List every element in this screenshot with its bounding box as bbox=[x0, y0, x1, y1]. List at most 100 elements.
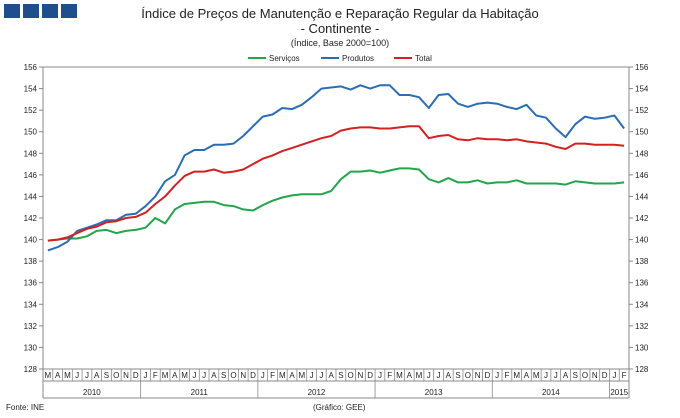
x-tick-label: N bbox=[592, 371, 598, 380]
x-tick-label: A bbox=[524, 371, 530, 380]
x-tick-label: O bbox=[582, 371, 588, 380]
x-tick-label: D bbox=[133, 371, 139, 380]
chart-subtitle: - Continente - bbox=[300, 21, 380, 36]
x-tick-label: J bbox=[202, 371, 206, 380]
legend-label-produtos: Produtos bbox=[342, 54, 374, 63]
y-tick-label-right: 138 bbox=[635, 257, 649, 266]
series-line-total bbox=[47, 125, 625, 242]
x-tick-label: J bbox=[437, 371, 441, 380]
x-tick-label: M bbox=[396, 371, 403, 380]
x-tick-label: J bbox=[554, 371, 558, 380]
x-tick-label: M bbox=[298, 371, 305, 380]
x-tick-label: N bbox=[475, 371, 481, 380]
y-tick-label-right: 148 bbox=[635, 149, 649, 158]
x-tick-label: J bbox=[85, 371, 89, 380]
y-tick-label-left: 140 bbox=[24, 236, 38, 245]
x-tick-label: J bbox=[319, 371, 323, 380]
x-tick-label: A bbox=[211, 371, 217, 380]
y-tick-label-left: 136 bbox=[24, 279, 38, 288]
x-tick-label: D bbox=[250, 371, 256, 380]
x-tick-label: O bbox=[348, 371, 354, 380]
x-tick-label: M bbox=[181, 371, 188, 380]
y-tick-label-right: 154 bbox=[635, 85, 649, 94]
credit-label: (Gráfico: GEE) bbox=[313, 403, 366, 412]
x-tick-label: A bbox=[94, 371, 100, 380]
y-tick-label-left: 138 bbox=[24, 257, 38, 266]
logo-block bbox=[4, 4, 20, 18]
series-line-produtos bbox=[47, 84, 625, 252]
year-label: 2015 bbox=[610, 388, 628, 397]
x-tick-label: F bbox=[387, 371, 392, 380]
y-tick-label-right: 136 bbox=[635, 279, 649, 288]
x-tick-label: J bbox=[495, 371, 499, 380]
logo-block bbox=[23, 4, 39, 18]
x-tick-label: A bbox=[563, 371, 569, 380]
legend-label-servicos: Serviços bbox=[269, 54, 300, 63]
year-label: 2012 bbox=[308, 388, 326, 397]
y-tick-label-right: 150 bbox=[635, 128, 649, 137]
x-tick-label: O bbox=[230, 371, 236, 380]
year-label: 2013 bbox=[425, 388, 443, 397]
y-tick-label-left: 148 bbox=[24, 149, 38, 158]
y-tick-label-right: 152 bbox=[635, 106, 649, 115]
x-tick-label: M bbox=[162, 371, 169, 380]
x-tick-label: S bbox=[573, 371, 578, 380]
y-tick-label-right: 128 bbox=[635, 365, 649, 374]
x-tick-label: S bbox=[455, 371, 460, 380]
x-tick-label: D bbox=[484, 371, 490, 380]
y-tick-label-left: 152 bbox=[24, 106, 38, 115]
x-tick-label: A bbox=[407, 371, 413, 380]
x-tick-label: N bbox=[240, 371, 246, 380]
y-tick-label-right: 144 bbox=[635, 192, 649, 201]
x-tick-label: M bbox=[513, 371, 520, 380]
y-tick-label-left: 128 bbox=[24, 365, 38, 374]
x-tick-label: N bbox=[358, 371, 364, 380]
year-label: 2014 bbox=[542, 388, 560, 397]
y-tick-label-left: 142 bbox=[24, 214, 38, 223]
x-tick-label: D bbox=[602, 371, 608, 380]
x-tick-label: M bbox=[45, 371, 52, 380]
y-tick-label-right: 134 bbox=[635, 300, 649, 309]
y-tick-label-right: 142 bbox=[635, 214, 649, 223]
x-tick-label: J bbox=[310, 371, 314, 380]
ine-logo bbox=[4, 4, 77, 18]
chart-title: Índice de Preços de Manutenção e Reparaç… bbox=[141, 6, 539, 21]
legend-label-total: Total bbox=[415, 54, 432, 63]
x-tick-label: A bbox=[289, 371, 295, 380]
source-label: Fonte: INE bbox=[6, 403, 45, 412]
logo-block bbox=[42, 4, 58, 18]
x-tick-label: A bbox=[55, 371, 61, 380]
x-tick-label: J bbox=[192, 371, 196, 380]
y-tick-label-left: 154 bbox=[24, 85, 38, 94]
y-tick-label-right: 130 bbox=[635, 343, 649, 352]
x-tick-label: J bbox=[144, 371, 148, 380]
y-tick-label-left: 134 bbox=[24, 300, 38, 309]
y-tick-label-left: 144 bbox=[24, 192, 38, 201]
x-tick-label: S bbox=[338, 371, 343, 380]
x-tick-label: M bbox=[416, 371, 423, 380]
y-tick-label-right: 156 bbox=[635, 63, 649, 72]
x-tick-label: F bbox=[504, 371, 509, 380]
x-tick-label: J bbox=[261, 371, 265, 380]
x-tick-label: J bbox=[427, 371, 431, 380]
year-label: 2010 bbox=[83, 388, 101, 397]
y-tick-label-right: 146 bbox=[635, 171, 649, 180]
x-tick-label: O bbox=[113, 371, 119, 380]
year-label: 2011 bbox=[191, 388, 209, 397]
x-tick-label: M bbox=[64, 371, 71, 380]
y-tick-label-right: 132 bbox=[635, 322, 649, 331]
y-tick-label-left: 150 bbox=[24, 128, 38, 137]
x-tick-label: M bbox=[279, 371, 286, 380]
y-tick-label-right: 140 bbox=[635, 236, 649, 245]
x-tick-label: A bbox=[446, 371, 452, 380]
y-tick-label-left: 132 bbox=[24, 322, 38, 331]
x-tick-label: A bbox=[328, 371, 334, 380]
y-tick-label-left: 130 bbox=[24, 343, 38, 352]
x-tick-label: N bbox=[123, 371, 129, 380]
x-tick-label: M bbox=[533, 371, 540, 380]
x-tick-label: O bbox=[465, 371, 471, 380]
series-line-servicos bbox=[47, 167, 625, 242]
x-tick-label: F bbox=[153, 371, 158, 380]
x-tick-label: F bbox=[270, 371, 275, 380]
